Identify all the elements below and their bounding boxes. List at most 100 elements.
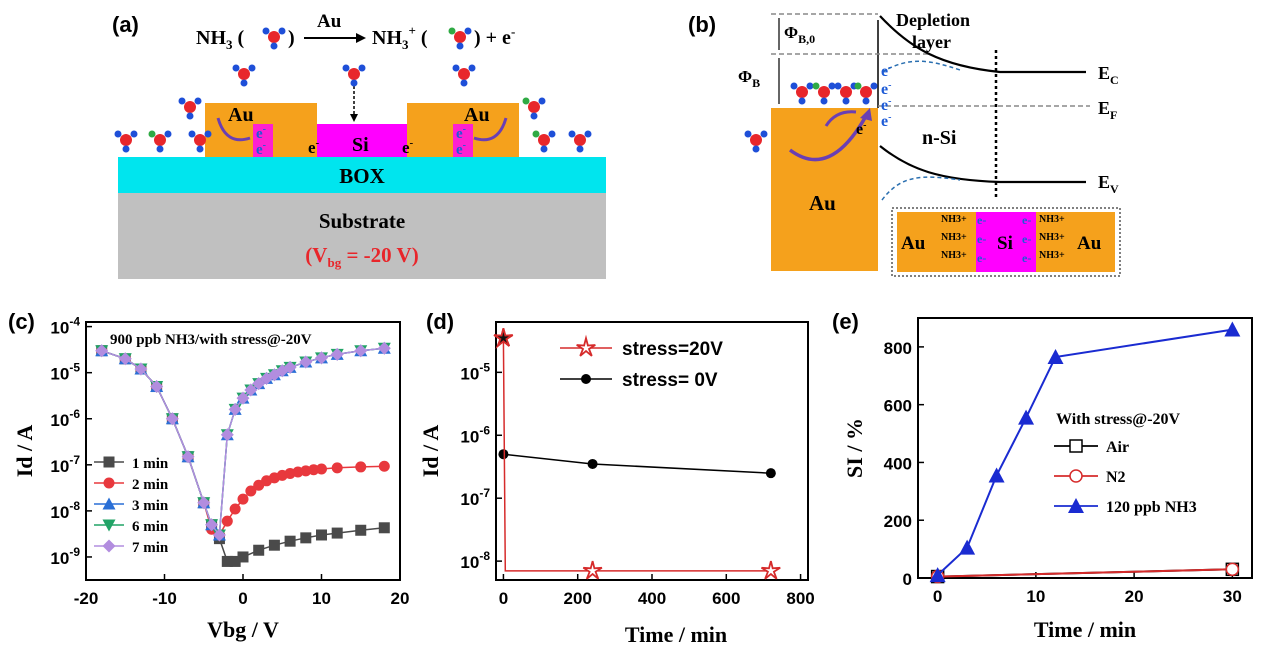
legend-marker <box>103 477 115 489</box>
panel-label-b: (b) <box>688 12 716 37</box>
y-axis-label: Id / A <box>418 425 443 478</box>
inset-electron: e- <box>977 251 986 265</box>
panel-b: (b) Au ΦB,0 ΦB Depletion layer EC EF EV … <box>688 10 1121 277</box>
data-point <box>221 515 233 527</box>
molecule-icon <box>568 130 592 153</box>
edge-electrons-right: e- <box>456 124 466 142</box>
inset-electron: e- <box>1022 232 1031 246</box>
phi-b0-label: ΦB,0 <box>784 23 815 46</box>
inset-nh3-label: NH3+ <box>941 250 967 261</box>
data-point <box>244 383 258 397</box>
au-right-label: Au <box>464 104 490 126</box>
inset-electron: e- <box>977 232 986 246</box>
vbg-label: (Vbg = -20 V) <box>305 243 418 270</box>
box-label: BOX <box>339 164 385 188</box>
data-point <box>1018 409 1035 425</box>
reaction-reactant: NH3 ( <box>196 27 245 52</box>
inset-electron: e- <box>1022 251 1031 265</box>
y-tick-label: 600 <box>884 397 912 416</box>
inset-si <box>976 212 1036 272</box>
molecule-icon <box>812 82 836 105</box>
y-tick-label: 0 <box>903 570 912 589</box>
molecule-icon <box>790 82 814 105</box>
panel-label-a: (a) <box>112 12 139 37</box>
molecule-icon-reactant <box>262 27 286 50</box>
data-point <box>316 463 327 475</box>
data-point <box>95 344 109 358</box>
cb-dashed <box>881 60 961 73</box>
depletion-label-2: layer <box>912 32 951 52</box>
molecule-icon <box>232 64 256 87</box>
data-point <box>134 362 148 376</box>
x-tick-label: 20 <box>1125 587 1144 606</box>
y-tick-label: 10-5 <box>460 360 490 383</box>
data-point <box>354 344 368 358</box>
series-line-0 <box>502 338 771 572</box>
transfer-electron-label: e- <box>856 120 866 138</box>
data-point <box>150 380 164 394</box>
si-overlap-right <box>453 124 473 157</box>
y-tick-label: 400 <box>884 454 912 473</box>
data-point <box>283 360 297 374</box>
n-si-label: n-Si <box>922 127 957 149</box>
x-axis-label: Time / min <box>625 622 727 647</box>
legend-entry: 1 min <box>132 456 169 472</box>
data-point <box>229 503 241 515</box>
molecule-icon <box>522 97 546 120</box>
x-axis-label: Vbg / V <box>207 617 279 642</box>
x-tick-label: 30 <box>1223 587 1242 606</box>
data-point <box>761 560 781 580</box>
data-point <box>228 402 242 416</box>
legend-marker <box>1069 469 1083 483</box>
surface-molecules <box>744 82 878 153</box>
data-point <box>377 341 391 355</box>
y-tick-label: 10-6 <box>50 407 80 430</box>
molecule-icon <box>744 130 768 153</box>
molecule-icon <box>854 82 878 105</box>
data-point <box>165 412 179 426</box>
svg-text:e-: e- <box>881 112 891 130</box>
data-point <box>221 555 233 567</box>
y-tick-label: 800 <box>884 339 912 358</box>
y-tick-label: 10-7 <box>460 486 490 509</box>
legend-title: With stress@-20V <box>1056 411 1181 428</box>
data-point <box>330 347 344 361</box>
inset-au-left: Au <box>901 233 926 254</box>
data-point <box>237 551 249 563</box>
reaction-arrowhead <box>356 33 366 43</box>
y-axis-label: SI / % <box>842 418 867 478</box>
data-point <box>236 391 250 405</box>
box-layer <box>118 157 606 193</box>
molecule-icon <box>342 64 366 87</box>
molecule-icon <box>834 82 858 105</box>
y-tick-label: 10-8 <box>460 549 490 572</box>
svg-text:e-: e- <box>881 62 891 80</box>
data-point <box>929 567 946 583</box>
data-point <box>493 328 514 349</box>
legend-marker <box>1069 439 1083 453</box>
substrate-label: Substrate <box>319 209 405 233</box>
data-point <box>355 524 367 536</box>
legend-entry: stress=20V <box>622 339 723 360</box>
data-point <box>1047 349 1064 364</box>
legend-marker <box>581 374 591 384</box>
x-tick-label: -20 <box>74 589 99 608</box>
conduction-band <box>879 15 1086 74</box>
legend-entry: 2 min <box>132 477 169 493</box>
legend-entry: Air <box>1106 439 1129 456</box>
si-overlap-left <box>253 124 273 157</box>
inset-nh3-label: NH3+ <box>1039 232 1065 243</box>
ef-label: EF <box>1098 98 1117 122</box>
inset-si-label: Si <box>997 233 1013 254</box>
electron-transfer-arrow-2 <box>824 110 857 127</box>
panel-a: (a) NH3 ( ) Au NH3+ ( ) + e- Substrate (… <box>112 11 606 279</box>
data-point <box>212 528 226 542</box>
data-point <box>1225 562 1240 577</box>
legend-marker <box>576 334 596 357</box>
data-point <box>378 460 390 472</box>
data-point <box>316 529 327 541</box>
chart-d: (d) 0 200 400 600 800 10-8 10-7 10-6 10-5 Time / m… <box>418 309 815 647</box>
svg-text:e-: e- <box>881 80 891 98</box>
adsorbed-molecules <box>114 64 592 153</box>
y-tick-label: 10-7 <box>50 453 80 476</box>
